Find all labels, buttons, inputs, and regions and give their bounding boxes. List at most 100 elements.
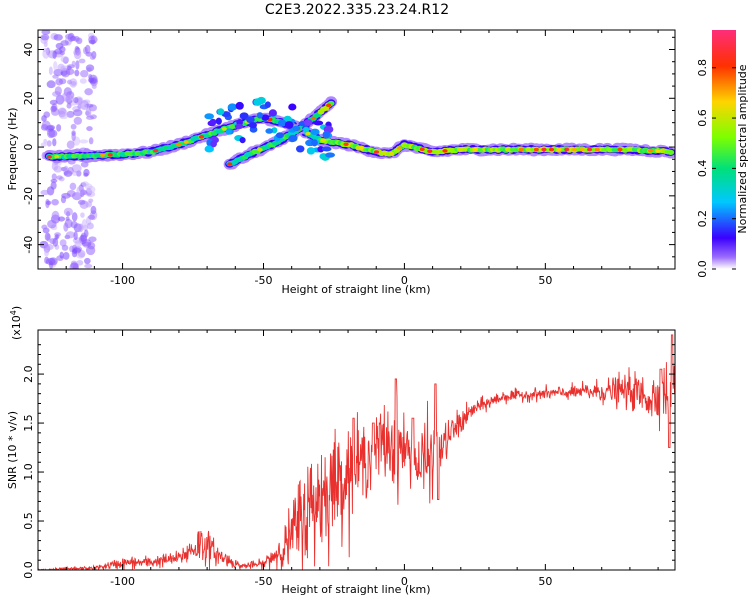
snr-x-ticks: -100 -50 0 50 (65, 330, 659, 588)
spectrogram-ridge-peak (594, 147, 600, 152)
spectrogram-ridge-peak (99, 153, 106, 158)
spectrogram-heatmap (39, 30, 675, 269)
colorbar-tick-label: 0.0 (696, 260, 709, 278)
snr-x-tick-label: 0 (401, 575, 408, 588)
spectrogram-noise-cell (41, 120, 51, 130)
snr-frame (37, 329, 676, 571)
spectrogram-x-tick-label: -100 (110, 274, 135, 287)
spectrogram-noise-cell (56, 124, 62, 132)
spectrogram-ridge-peak (176, 142, 182, 147)
spectrogram-noise-cell (63, 222, 69, 232)
spectrogram-ridge-peak (518, 147, 524, 152)
spectrogram-noise-cell (84, 88, 93, 96)
spectrogram-noise-cell (65, 95, 74, 103)
spectrogram-x-ticks: -100 -50 0 50 (65, 30, 659, 287)
spectrogram-ridge-peak (617, 147, 623, 152)
spectrogram-noise-cell (48, 66, 53, 76)
colorbar-tick-label: 0.2 (696, 210, 709, 228)
spectrogram-noise-cell (88, 137, 94, 145)
spectrogram-ridge-peak (564, 147, 570, 152)
spectrogram-ridge-peak (556, 147, 562, 152)
spectrogram-scatter (295, 145, 305, 153)
spectrogram-noise-cell (65, 231, 76, 239)
spectrogram-noise-cell (70, 81, 77, 86)
spectrogram-scatter (209, 118, 217, 126)
spectrogram-ridge-peak (579, 147, 585, 152)
spectrogram-noise-cell (56, 175, 63, 180)
spectrogram-ridge-peak (54, 154, 60, 159)
spectrogram-noise-cell (71, 164, 82, 173)
colorbar: 0.0 0.2 0.4 0.6 0.8 Normalized spectral ampl… (696, 30, 749, 278)
spectrogram-scatter (239, 136, 246, 144)
snr-plot-area (38, 330, 675, 570)
spectrogram-scatter (304, 119, 313, 127)
spectrogram-noise-cell (67, 166, 74, 175)
spectrogram-noise-cell (78, 58, 86, 64)
spectrogram-scatter (288, 103, 297, 111)
spectrogram-y-tick-label: 20 (22, 91, 35, 105)
spectrogram-noise-cell (84, 257, 91, 265)
spectrogram-noise-cell (77, 199, 86, 205)
spectrogram-noise-cell (63, 207, 73, 216)
spectrogram-x-tick-label: 0 (401, 274, 408, 287)
spectrogram-noise-cell (46, 80, 56, 89)
snr-x-tick-label: -50 (255, 575, 273, 588)
spectrogram-scatter (217, 108, 225, 116)
spectrogram-noise-cell (41, 30, 51, 35)
spectrogram-noise-cell (45, 257, 56, 266)
spectrogram-noise-cell (60, 195, 67, 204)
spectrogram-scatter (310, 128, 320, 136)
spectrogram-noise-cell (66, 103, 72, 109)
spectrogram-scatter (284, 120, 294, 129)
spectrogram-noise-cell (65, 68, 75, 75)
snr-y-multiplier-exponent: 4 (9, 310, 18, 315)
spectrogram-scatter (204, 145, 214, 153)
spectrogram-noise-cell (73, 49, 82, 60)
spectrogram-noise-cell (71, 248, 78, 258)
spectrogram-ridge-peak (655, 149, 661, 153)
spectrogram-noise-cell (76, 260, 84, 266)
snr-y-tick-label: 1.5 (22, 414, 35, 432)
spectrogram-branch-peak (257, 147, 263, 152)
snr-y-multiplier-close: ) (10, 306, 23, 310)
spectrogram-scatter (253, 98, 263, 106)
spectrogram-scatter (225, 128, 232, 135)
spectrogram-noise-cell (86, 67, 92, 73)
spectrogram-scatter (264, 101, 271, 108)
spectrogram-noise-cell (49, 99, 58, 106)
spectrogram-noise-cell (79, 139, 89, 144)
spectrogram-noise-cell (51, 107, 60, 116)
spectrogram-noise-cell (59, 251, 64, 259)
spectrogram-noise-cell (86, 126, 93, 132)
spectrogram-noise-cell (86, 115, 95, 120)
colorbar-gradient (712, 30, 736, 269)
spectrogram-noise-cell (84, 44, 91, 54)
spectrogram-noise-cell (50, 178, 58, 183)
spectrogram-noise-cell (66, 110, 75, 118)
spectrogram-y-tick-label: 0 (22, 144, 35, 151)
spectrogram-ridge-peak (442, 149, 448, 153)
spectrogram-noise-cell (80, 212, 85, 218)
spectrogram-y-ticks: -40 -20 0 20 40 (22, 36, 675, 270)
spectrogram-noise-cell (70, 123, 77, 130)
spectrogram-scatter (317, 145, 325, 153)
spectrogram-noise-cell (90, 205, 97, 215)
snr-y-tick-label: 2.0 (22, 365, 35, 383)
snr-y-tick-label: 1.0 (22, 463, 35, 481)
spectrogram-noise-cell (71, 60, 76, 67)
spectrogram-x-tick-label: 50 (538, 274, 552, 287)
colorbar-tick-label: 0.8 (696, 59, 709, 77)
spectrogram-noise-cell (66, 140, 75, 150)
spectrogram-noise-cell (84, 263, 93, 269)
spectrogram-scatter (321, 146, 332, 152)
spectrogram-scatter (234, 123, 244, 129)
chart-title: C2E3.2022.335.23.24.R12 (265, 2, 449, 18)
spectrogram-scatter (246, 116, 255, 124)
spectrogram-noise-cell (53, 34, 63, 41)
spectrogram-ridge-peak (343, 142, 349, 147)
spectrogram-noise-cell (40, 34, 50, 41)
snr-y-tick-label: 0.0 (22, 561, 35, 579)
spectrogram-scatter (235, 101, 244, 110)
spectrogram-ridge-peak (548, 147, 555, 152)
spectrogram-noise-cell (46, 128, 56, 139)
